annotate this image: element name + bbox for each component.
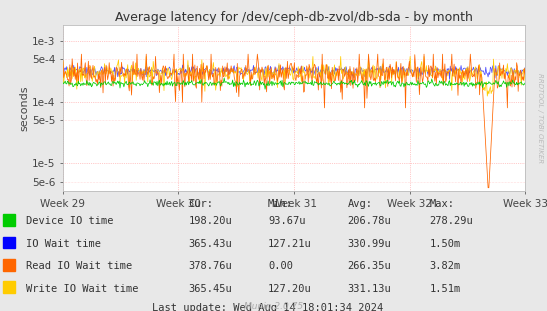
Text: 1.51m: 1.51m xyxy=(429,284,461,294)
Text: Write IO Wait time: Write IO Wait time xyxy=(26,284,139,294)
Text: 378.76u: 378.76u xyxy=(189,261,232,271)
Text: 278.29u: 278.29u xyxy=(429,216,473,226)
Text: 198.20u: 198.20u xyxy=(189,216,232,226)
Text: Avg:: Avg: xyxy=(347,199,373,209)
Y-axis label: seconds: seconds xyxy=(19,85,29,131)
Text: Read IO Wait time: Read IO Wait time xyxy=(26,261,132,271)
Text: Last update: Wed Aug 14 18:01:34 2024: Last update: Wed Aug 14 18:01:34 2024 xyxy=(153,303,383,311)
Text: 0.00: 0.00 xyxy=(268,261,293,271)
Text: 1.50m: 1.50m xyxy=(429,239,461,249)
Text: 3.82m: 3.82m xyxy=(429,261,461,271)
Text: Max:: Max: xyxy=(429,199,455,209)
Text: 127.20u: 127.20u xyxy=(268,284,312,294)
Text: 365.43u: 365.43u xyxy=(189,239,232,249)
Text: 266.35u: 266.35u xyxy=(347,261,391,271)
Text: Munin 2.0.75: Munin 2.0.75 xyxy=(244,302,303,311)
Text: 331.13u: 331.13u xyxy=(347,284,391,294)
Text: 365.45u: 365.45u xyxy=(189,284,232,294)
Title: Average latency for /dev/ceph-db-zvol/db-sda - by month: Average latency for /dev/ceph-db-zvol/db… xyxy=(115,11,473,24)
Text: Device IO time: Device IO time xyxy=(26,216,114,226)
Text: 127.21u: 127.21u xyxy=(268,239,312,249)
Text: 206.78u: 206.78u xyxy=(347,216,391,226)
Text: Min:: Min: xyxy=(268,199,293,209)
Text: 93.67u: 93.67u xyxy=(268,216,306,226)
Text: IO Wait time: IO Wait time xyxy=(26,239,101,249)
Text: 330.99u: 330.99u xyxy=(347,239,391,249)
Text: RRDTOOL / TOBI OETIKER: RRDTOOL / TOBI OETIKER xyxy=(537,73,543,163)
Text: Cur:: Cur: xyxy=(189,199,214,209)
